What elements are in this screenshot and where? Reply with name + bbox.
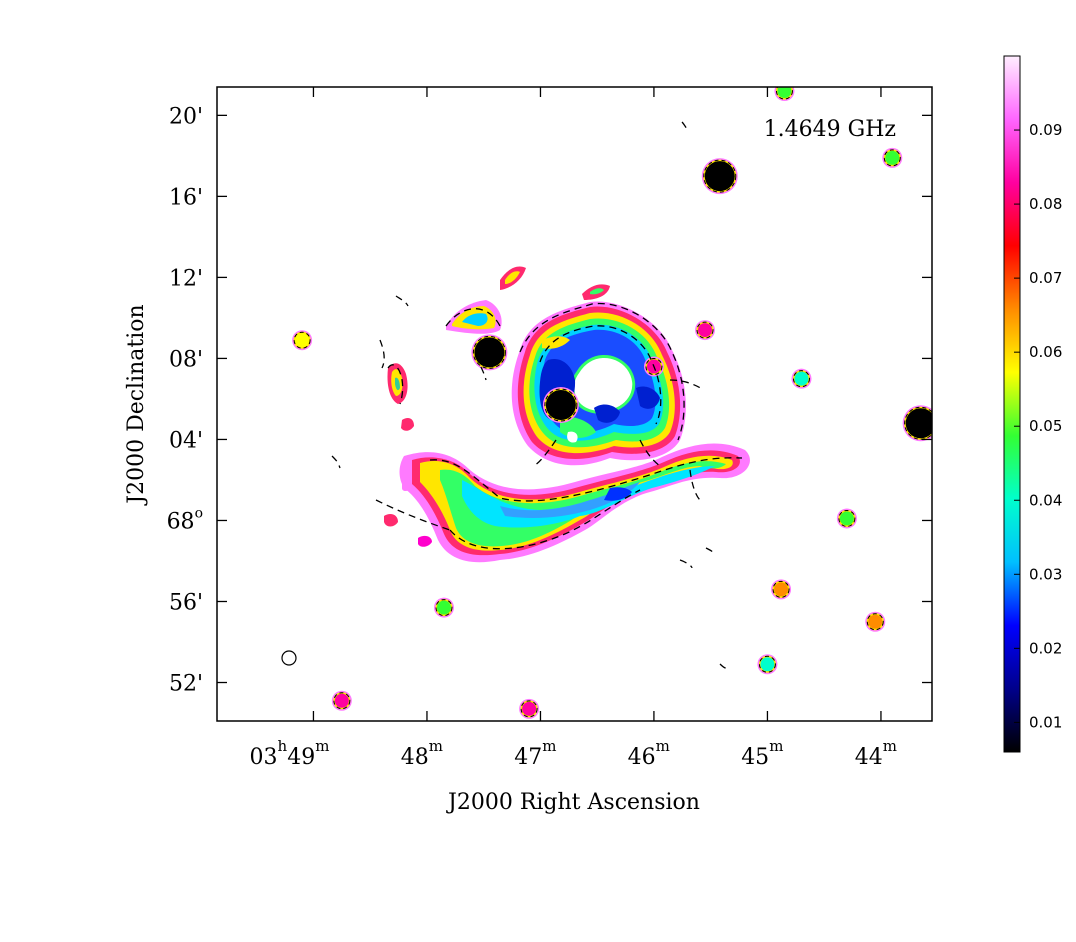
dec-tick-label: 16' [169, 185, 203, 210]
ra-tick-label: 46m [628, 737, 670, 770]
compact-source [331, 690, 352, 711]
compact-source [542, 387, 579, 424]
dec-tick-label: 12' [169, 266, 203, 291]
dec-tick-label: 20' [169, 104, 203, 129]
northwest-arm-fragments [384, 266, 610, 547]
dec-axis-ticks: 52' 56' 68o 04' 08' 12' 16' 20' [167, 104, 932, 697]
ra-tick-label: 48m [401, 737, 443, 770]
dec-tick-label: 08' [169, 347, 203, 372]
compact-source [902, 405, 932, 442]
compact-source [774, 87, 795, 102]
plot-frame [216, 86, 933, 722]
compact-source [836, 508, 857, 529]
colorbar-tick-label: 0.05 [1029, 417, 1062, 435]
colorbar: 0.01 0.02 0.03 0.04 0.05 0.06 0.07 0.08 0.09 [1003, 55, 1062, 753]
contours [331, 121, 743, 669]
ra-tick-label: 03h49m [250, 737, 330, 770]
compact-source [701, 158, 738, 195]
compact-source [695, 320, 716, 341]
x-axis-label: J2000 Right Ascension [446, 790, 700, 815]
intensity-map: 1.4649 GHz [217, 87, 932, 721]
colorbar-ticks: 0.01 0.02 0.03 0.04 0.05 0.06 0.07 0.08 0.09 [1014, 121, 1062, 731]
ra-tick-label: 44m [855, 737, 897, 770]
beam-ellipse [281, 650, 297, 666]
compact-source [757, 654, 778, 675]
dec-tick-label: 04' [169, 428, 203, 453]
colorbar-tick-label: 0.01 [1029, 713, 1062, 731]
galaxy-emission [384, 266, 750, 563]
ra-tick-label: 45m [741, 737, 783, 770]
southern-spiral-arm [399, 443, 750, 563]
dec-tick-label: 68o [167, 505, 203, 534]
compact-source [519, 698, 540, 719]
ra-axis-ticks: 03h49m 48m 47m 46m 45m 44m [250, 87, 897, 770]
compact-source [471, 334, 508, 371]
colorbar-tick-label: 0.07 [1029, 269, 1062, 287]
dec-tick-label: 52' [169, 672, 203, 697]
colorbar-tick-label: 0.03 [1029, 565, 1062, 583]
colorbar-tick-label: 0.06 [1029, 343, 1062, 361]
compact-source [882, 147, 903, 168]
dec-tick-label: 56' [169, 590, 203, 615]
ra-tick-label: 47m [514, 737, 556, 770]
colorbar-tick-label: 0.09 [1029, 121, 1062, 139]
compact-sources [292, 87, 932, 719]
frequency-label: 1.4649 GHz [764, 117, 896, 142]
compact-source [292, 330, 313, 351]
compact-source [865, 611, 886, 632]
compact-source [433, 597, 454, 618]
colorbar-tick-label: 0.04 [1029, 491, 1062, 509]
y-axis-label: J2000 Declination [124, 304, 149, 505]
colorbar-tick-label: 0.02 [1029, 639, 1062, 657]
compact-source [771, 579, 792, 600]
compact-source [791, 368, 812, 389]
colorbar-gradient [1003, 55, 1021, 753]
colorbar-tick-label: 0.08 [1029, 195, 1062, 213]
